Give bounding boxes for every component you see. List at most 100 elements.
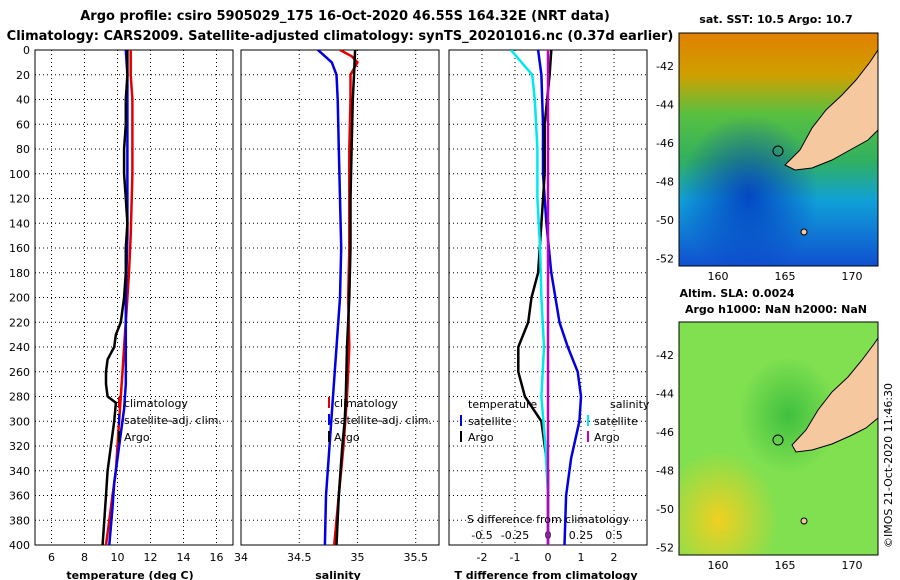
depth-tick-label: 0	[23, 44, 30, 57]
s-diff-tick-label: -0.25	[501, 529, 529, 542]
legend-label-argo: Argo	[124, 431, 150, 444]
depth-tick-label: 360	[9, 490, 30, 503]
legend-label-climatology: climatology	[334, 397, 398, 410]
legend-label-t-satellite: satellite	[468, 415, 512, 428]
sla-map-frame	[678, 321, 879, 556]
depth-tick-label: 220	[9, 316, 30, 329]
series-line-temperature-satellite	[536, 50, 583, 545]
temperature-series	[101, 50, 134, 545]
x-tick-label: 14	[177, 551, 191, 564]
sla-map	[678, 321, 879, 556]
depth-tick-label: 140	[9, 217, 30, 230]
salinity-legend: climatology satellite-adj. clim. Argo	[328, 397, 432, 444]
series-line-argo	[335, 50, 357, 545]
temperature-legend: climatology satellite-adj. clim. Argo	[118, 397, 222, 444]
depth-tick-label: 240	[9, 341, 30, 354]
stewart-island	[800, 228, 808, 236]
depth-tick-label: 20	[16, 69, 30, 82]
grid-layer	[35, 49, 647, 546]
legend-swatch-satellite	[328, 414, 330, 425]
s-diff-tick-label: -0.5	[471, 529, 492, 542]
depth-tick-label: 40	[16, 94, 30, 107]
depth-tick-label: 60	[16, 118, 30, 131]
depth-tick-label: 400	[9, 539, 30, 552]
x-tick-label: 35.5	[403, 551, 428, 564]
legend-swatch-satellite	[118, 414, 120, 425]
x-tick-label: 12	[144, 551, 158, 564]
legend-swatch-climatology	[118, 397, 120, 408]
depth-tick-label: 180	[9, 267, 30, 280]
credit-stamp: ©IMOS 21-Oct-2020 11:46:30	[882, 383, 895, 548]
depth-tick-label: 160	[9, 242, 30, 255]
legend-label-t-argo: Argo	[468, 431, 494, 444]
s-difference-axis-label: S difference from climatology	[467, 513, 630, 526]
legend-heading-temperature: temperature	[468, 398, 537, 411]
depth-tick-labels: 0 20 40 60 80 100 120 140 160 180 200 220 240 260 280 3…	[9, 44, 30, 552]
lat-tick-label: -44	[656, 388, 674, 401]
depth-tick-label: 260	[9, 366, 30, 379]
lon-tick-label: 170	[842, 559, 863, 572]
x-tick-label: 0	[545, 551, 552, 564]
sla-yellow-patch	[679, 322, 878, 555]
lat-tick-label: -46	[656, 426, 674, 439]
legend-swatch-argo	[118, 431, 120, 442]
depth-tick-label: 280	[9, 391, 30, 404]
sst-map-title: sat. SST: 10.5 Argo: 10.7	[699, 13, 852, 26]
depth-tick-label: 80	[16, 143, 30, 156]
difference-series	[510, 50, 583, 545]
argo-float-marker	[772, 434, 784, 446]
s-diff-tick-label: 0.5	[605, 529, 623, 542]
lat-tick-label: -52	[656, 542, 674, 555]
x-tick-label: 1	[578, 551, 585, 564]
x-tick-label: 35	[350, 551, 364, 564]
legend-label-climatology: climatology	[124, 397, 188, 410]
depth-tick-label: 380	[9, 514, 30, 527]
series-line-satellite-adj-clim-	[108, 50, 129, 545]
legend-label-satellite: satellite-adj. clim.	[334, 414, 432, 427]
stewart-island	[800, 517, 808, 525]
x-tick-label: 34.5	[287, 551, 312, 564]
lat-tick-label: -52	[656, 253, 674, 266]
series-line-argo	[101, 50, 129, 545]
salinity-series	[317, 50, 359, 545]
x-tick-label: -2	[477, 551, 488, 564]
sla-map-title-2: Argo h1000: NaN h2000: NaN	[685, 303, 867, 316]
depth-tick-label: 120	[9, 193, 30, 206]
legend-swatch-t-satellite	[460, 415, 462, 426]
lat-tick-label: -44	[656, 99, 674, 112]
x-tick-label: -1	[510, 551, 521, 564]
legend-heading-salinity: salinity	[610, 398, 650, 411]
legend-label-satellite: satellite-adj. clim.	[124, 414, 222, 427]
series-line-temperature-argo	[517, 50, 553, 545]
legend-swatch-s-satellite	[587, 415, 589, 426]
difference-xlabel: T difference from climatology	[454, 569, 637, 580]
lon-tick-label: 165	[775, 559, 796, 572]
x-tick-label: 16	[210, 551, 224, 564]
lat-tick-label: -46	[656, 137, 674, 150]
x-tick-label: 34	[234, 551, 248, 564]
series-line-satellite-adj-clim-	[317, 50, 343, 545]
x-tick-label: 2	[611, 551, 618, 564]
depth-tick-label: 300	[9, 415, 30, 428]
series-line-salinity-satellite	[510, 50, 550, 545]
legend-label-s-satellite: satellite	[594, 415, 638, 428]
depth-tick-label: 100	[9, 168, 30, 181]
title-line-2: Climatology: CARS2009. Satellite-adjuste…	[7, 29, 674, 44]
lat-tick-label: -42	[656, 60, 674, 73]
lat-tick-label: -48	[656, 176, 674, 189]
salinity-xlabel: salinity	[315, 569, 361, 580]
legend-swatch-t-argo	[460, 431, 462, 442]
x-tick-label: 10	[111, 551, 125, 564]
lat-tick-label: -50	[656, 503, 674, 516]
legend-swatch-s-argo	[587, 431, 589, 442]
depth-tick-label: 340	[9, 465, 30, 478]
x-tick-label: 6	[48, 551, 55, 564]
sla-map-ticks: 160 165 170 -42 -44 -46 -48 -50 -52	[656, 349, 862, 572]
lat-tick-label: -50	[656, 214, 674, 227]
legend-swatch-argo	[328, 431, 330, 442]
s-diff-tick-label: 0.25	[569, 529, 594, 542]
legend-label-s-argo: Argo	[594, 431, 620, 444]
depth-tick-label: 320	[9, 440, 30, 453]
lon-tick-label: 165	[775, 270, 796, 283]
